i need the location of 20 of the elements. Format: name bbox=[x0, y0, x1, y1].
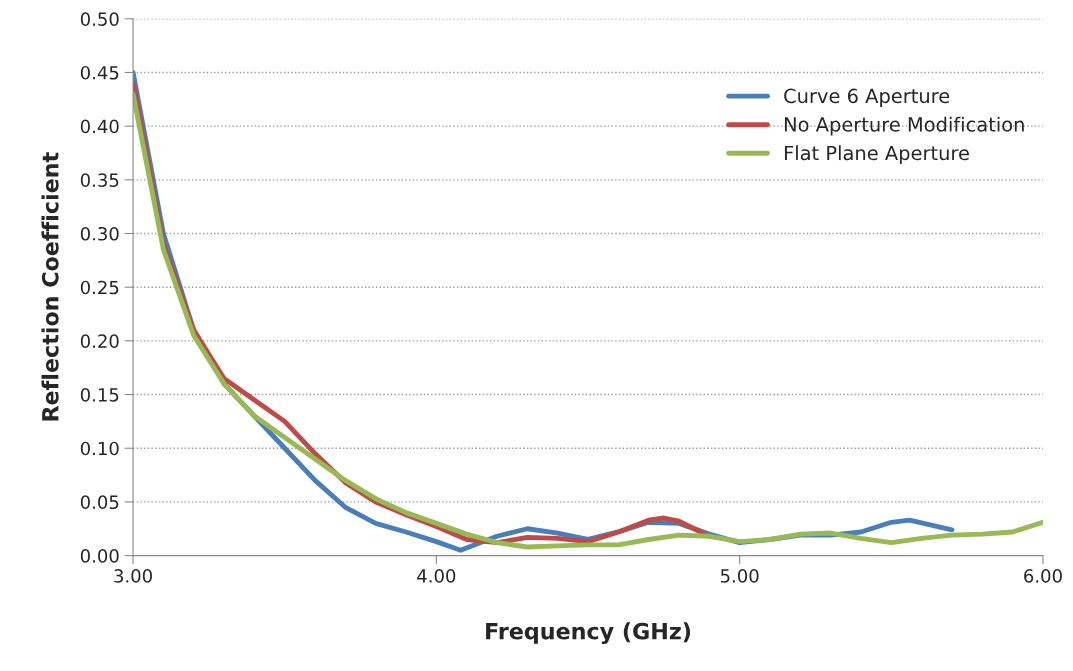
y-tick-label: 0.15 bbox=[80, 388, 119, 402]
x-tick-label: 5.00 bbox=[720, 569, 759, 583]
y-tick-label: 0.30 bbox=[80, 226, 119, 241]
legend-label: No Aperture Modification bbox=[784, 116, 1024, 136]
legend-label: Curve 6 Aperture bbox=[784, 88, 950, 108]
y-axis-title: Reflection Coefficient bbox=[41, 152, 59, 421]
x-tick-label: 4.00 bbox=[417, 569, 456, 583]
y-tick-label: 0.05 bbox=[80, 495, 119, 510]
y-tick-label: 0.25 bbox=[80, 280, 119, 295]
y-tick-label: 0.00 bbox=[80, 549, 119, 563]
x-axis-title: Frequency (GHz) bbox=[486, 622, 691, 645]
y-tick-label: 0.50 bbox=[80, 12, 119, 26]
y-tick-label: 0.20 bbox=[80, 334, 119, 348]
y-tick-label: 0.40 bbox=[80, 119, 119, 134]
y-tick-label: 0.45 bbox=[80, 65, 119, 80]
legend-label: Flat Plane Aperture bbox=[784, 145, 969, 165]
x-tick-label: 6.00 bbox=[1024, 569, 1062, 583]
x-tick-label: 3.00 bbox=[114, 569, 152, 583]
y-tick-label: 0.35 bbox=[80, 173, 119, 187]
y-tick-label: 0.10 bbox=[80, 441, 119, 456]
